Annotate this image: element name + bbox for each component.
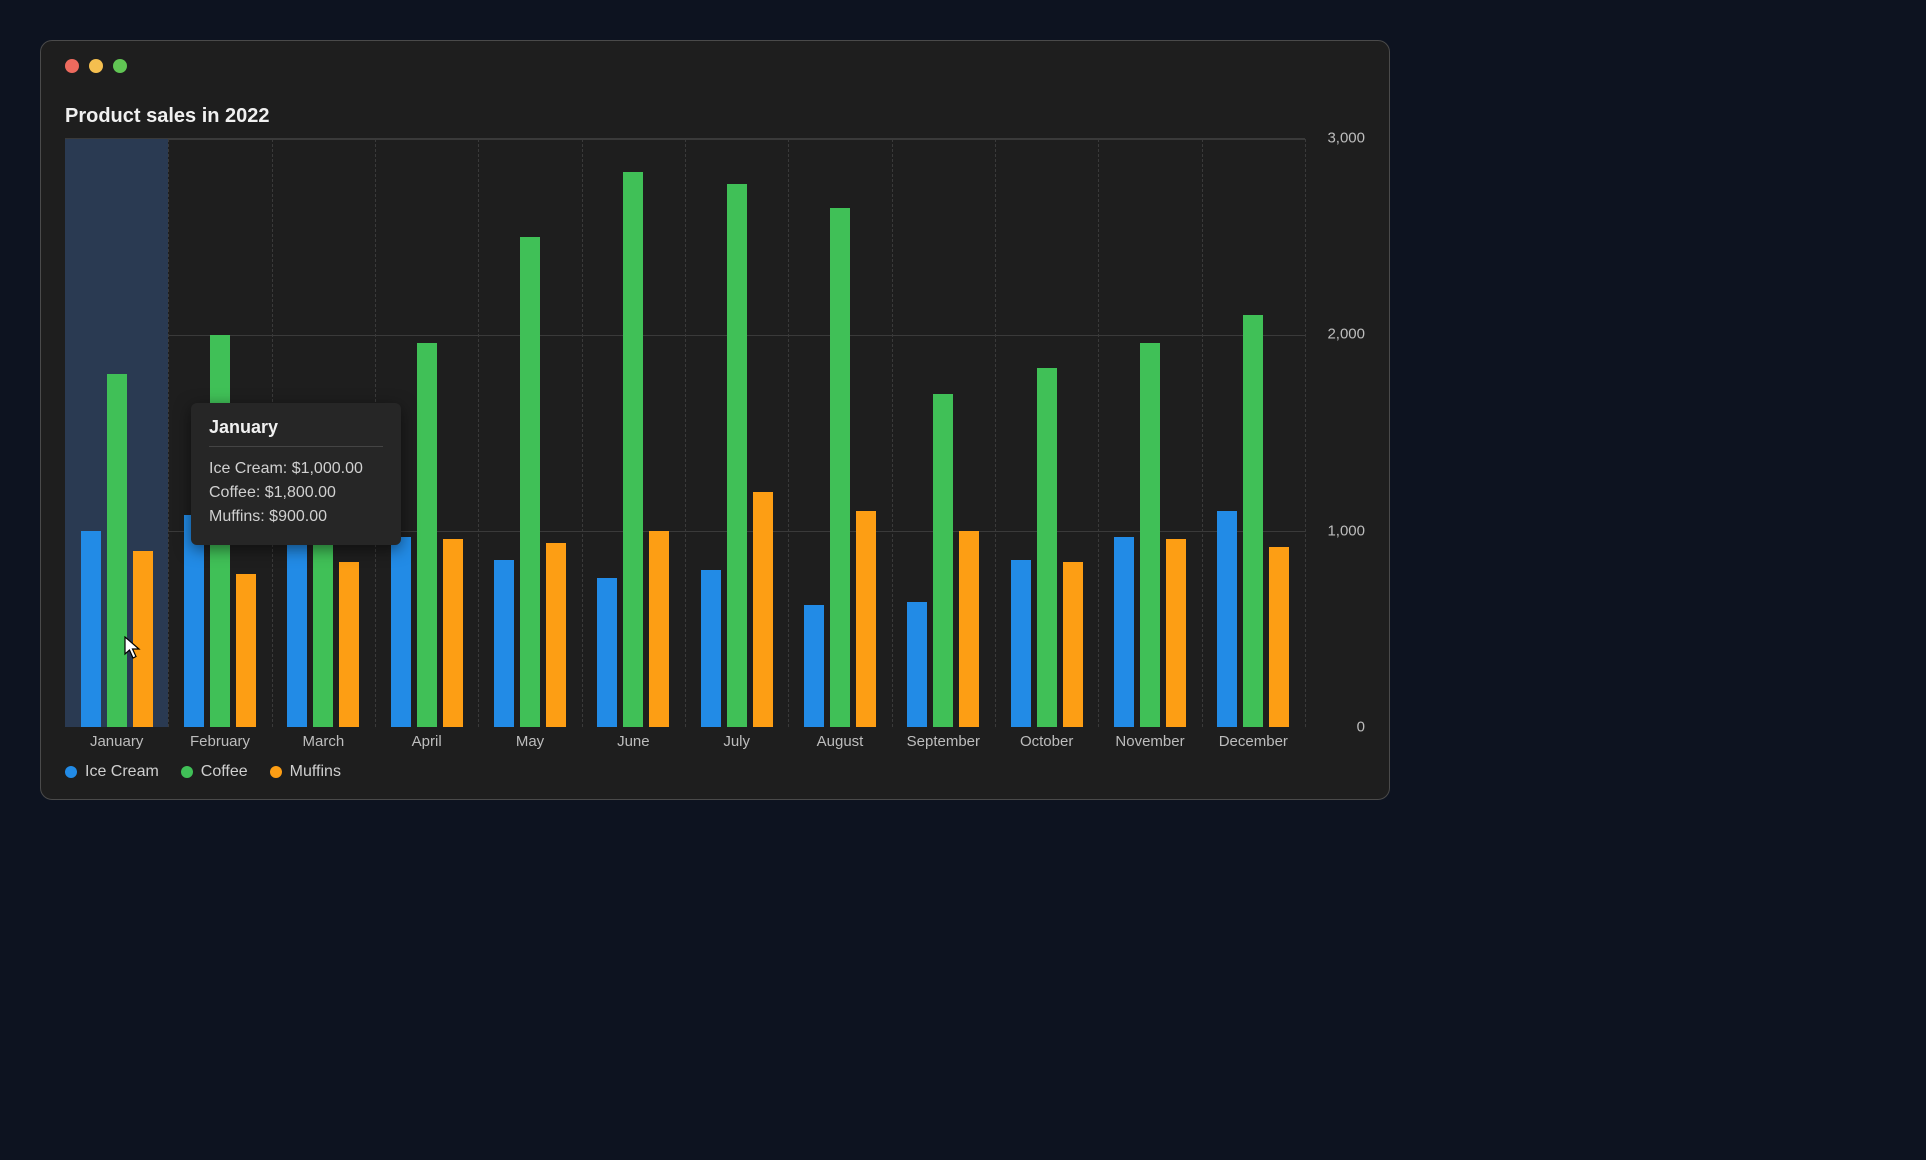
bar-group[interactable] bbox=[1011, 139, 1083, 727]
bar[interactable] bbox=[133, 551, 153, 727]
vertical-gridline bbox=[685, 139, 686, 727]
bar[interactable] bbox=[856, 511, 876, 727]
x-tick-label: July bbox=[723, 733, 750, 750]
tooltip-title: January bbox=[209, 417, 383, 447]
bar[interactable] bbox=[443, 539, 463, 727]
bar-group[interactable] bbox=[1114, 139, 1186, 727]
x-tick-label: December bbox=[1219, 733, 1288, 750]
x-tick-label: June bbox=[617, 733, 650, 750]
bar[interactable] bbox=[933, 394, 953, 727]
bar[interactable] bbox=[727, 184, 747, 727]
minimize-button[interactable] bbox=[89, 59, 103, 73]
vertical-gridline bbox=[1098, 139, 1099, 727]
y-tick-label: 1,000 bbox=[1317, 522, 1365, 539]
bar[interactable] bbox=[417, 343, 437, 727]
bar-group[interactable] bbox=[701, 139, 773, 727]
bar[interactable] bbox=[907, 602, 927, 727]
bar[interactable] bbox=[339, 562, 359, 727]
legend-swatch-icon bbox=[65, 766, 77, 778]
bar-group[interactable] bbox=[1217, 139, 1289, 727]
legend-item[interactable]: Coffee bbox=[181, 763, 248, 781]
x-tick-label: March bbox=[302, 733, 344, 750]
legend-label: Ice Cream bbox=[85, 763, 159, 781]
window-controls bbox=[65, 59, 1365, 73]
tooltip: January Ice Cream: $1,000.00Coffee: $1,8… bbox=[191, 403, 401, 545]
zoom-button[interactable] bbox=[113, 59, 127, 73]
x-tick-label: February bbox=[190, 733, 250, 750]
legend-item[interactable]: Muffins bbox=[270, 763, 341, 781]
tooltip-line: Coffee: $1,800.00 bbox=[209, 481, 383, 505]
x-tick-label: November bbox=[1115, 733, 1184, 750]
bar-group[interactable] bbox=[494, 139, 566, 727]
legend-label: Muffins bbox=[290, 763, 341, 781]
bar-group[interactable] bbox=[804, 139, 876, 727]
app-window: Product sales in 2022 0 1,000 2,000 3,000 J… bbox=[40, 40, 1390, 800]
x-tick-label: September bbox=[907, 733, 980, 750]
bar[interactable] bbox=[184, 515, 204, 727]
chart-title: Product sales in 2022 bbox=[65, 105, 1365, 128]
vertical-gridline bbox=[892, 139, 893, 727]
bar[interactable] bbox=[597, 578, 617, 727]
bar[interactable] bbox=[494, 560, 514, 727]
bar-group[interactable] bbox=[391, 139, 463, 727]
bar[interactable] bbox=[753, 492, 773, 727]
close-button[interactable] bbox=[65, 59, 79, 73]
vertical-gridline bbox=[168, 139, 169, 727]
vertical-gridline bbox=[1202, 139, 1203, 727]
bar[interactable] bbox=[623, 172, 643, 727]
bar[interactable] bbox=[1011, 560, 1031, 727]
bar[interactable] bbox=[649, 531, 669, 727]
vertical-gridline bbox=[582, 139, 583, 727]
legend-swatch-icon bbox=[270, 766, 282, 778]
bar[interactable] bbox=[546, 543, 566, 727]
x-tick-label: January bbox=[90, 733, 143, 750]
y-axis: 01,0002,0003,000 bbox=[1305, 138, 1365, 727]
legend-swatch-icon bbox=[181, 766, 193, 778]
bar[interactable] bbox=[81, 531, 101, 727]
vertical-gridline bbox=[788, 139, 789, 727]
vertical-gridline bbox=[478, 139, 479, 727]
bar[interactable] bbox=[1063, 562, 1083, 727]
bar[interactable] bbox=[520, 237, 540, 727]
bar[interactable] bbox=[804, 605, 824, 727]
bar[interactable] bbox=[236, 574, 256, 727]
bar[interactable] bbox=[287, 539, 307, 727]
bar[interactable] bbox=[313, 515, 333, 727]
bar[interactable] bbox=[391, 537, 411, 727]
x-tick-label: August bbox=[817, 733, 864, 750]
legend-item[interactable]: Ice Cream bbox=[65, 763, 159, 781]
tooltip-line: Ice Cream: $1,000.00 bbox=[209, 457, 383, 481]
vertical-gridline bbox=[995, 139, 996, 727]
bar-group[interactable] bbox=[907, 139, 979, 727]
y-tick-label: 0 bbox=[1347, 719, 1365, 736]
tooltip-line: Muffins: $900.00 bbox=[209, 505, 383, 529]
y-tick-label: 2,000 bbox=[1317, 326, 1365, 343]
bar[interactable] bbox=[701, 570, 721, 727]
bar[interactable] bbox=[1243, 315, 1263, 727]
x-tick-label: October bbox=[1020, 733, 1073, 750]
bar[interactable] bbox=[830, 208, 850, 727]
legend-label: Coffee bbox=[201, 763, 248, 781]
legend: Ice Cream Coffee Muffins bbox=[65, 755, 1365, 781]
bar[interactable] bbox=[1166, 539, 1186, 727]
bar[interactable] bbox=[1269, 547, 1289, 727]
x-tick-label: April bbox=[412, 733, 442, 750]
bar-group[interactable] bbox=[597, 139, 669, 727]
bar-group[interactable] bbox=[81, 139, 153, 727]
bar[interactable] bbox=[1217, 511, 1237, 727]
y-tick-label: 3,000 bbox=[1317, 130, 1365, 147]
bar[interactable] bbox=[1037, 368, 1057, 727]
bar[interactable] bbox=[959, 531, 979, 727]
bar[interactable] bbox=[1140, 343, 1160, 727]
x-axis: January February March April May June July Augu… bbox=[65, 727, 1305, 755]
bar[interactable] bbox=[107, 374, 127, 727]
bar[interactable] bbox=[1114, 537, 1134, 727]
x-tick-label: May bbox=[516, 733, 544, 750]
